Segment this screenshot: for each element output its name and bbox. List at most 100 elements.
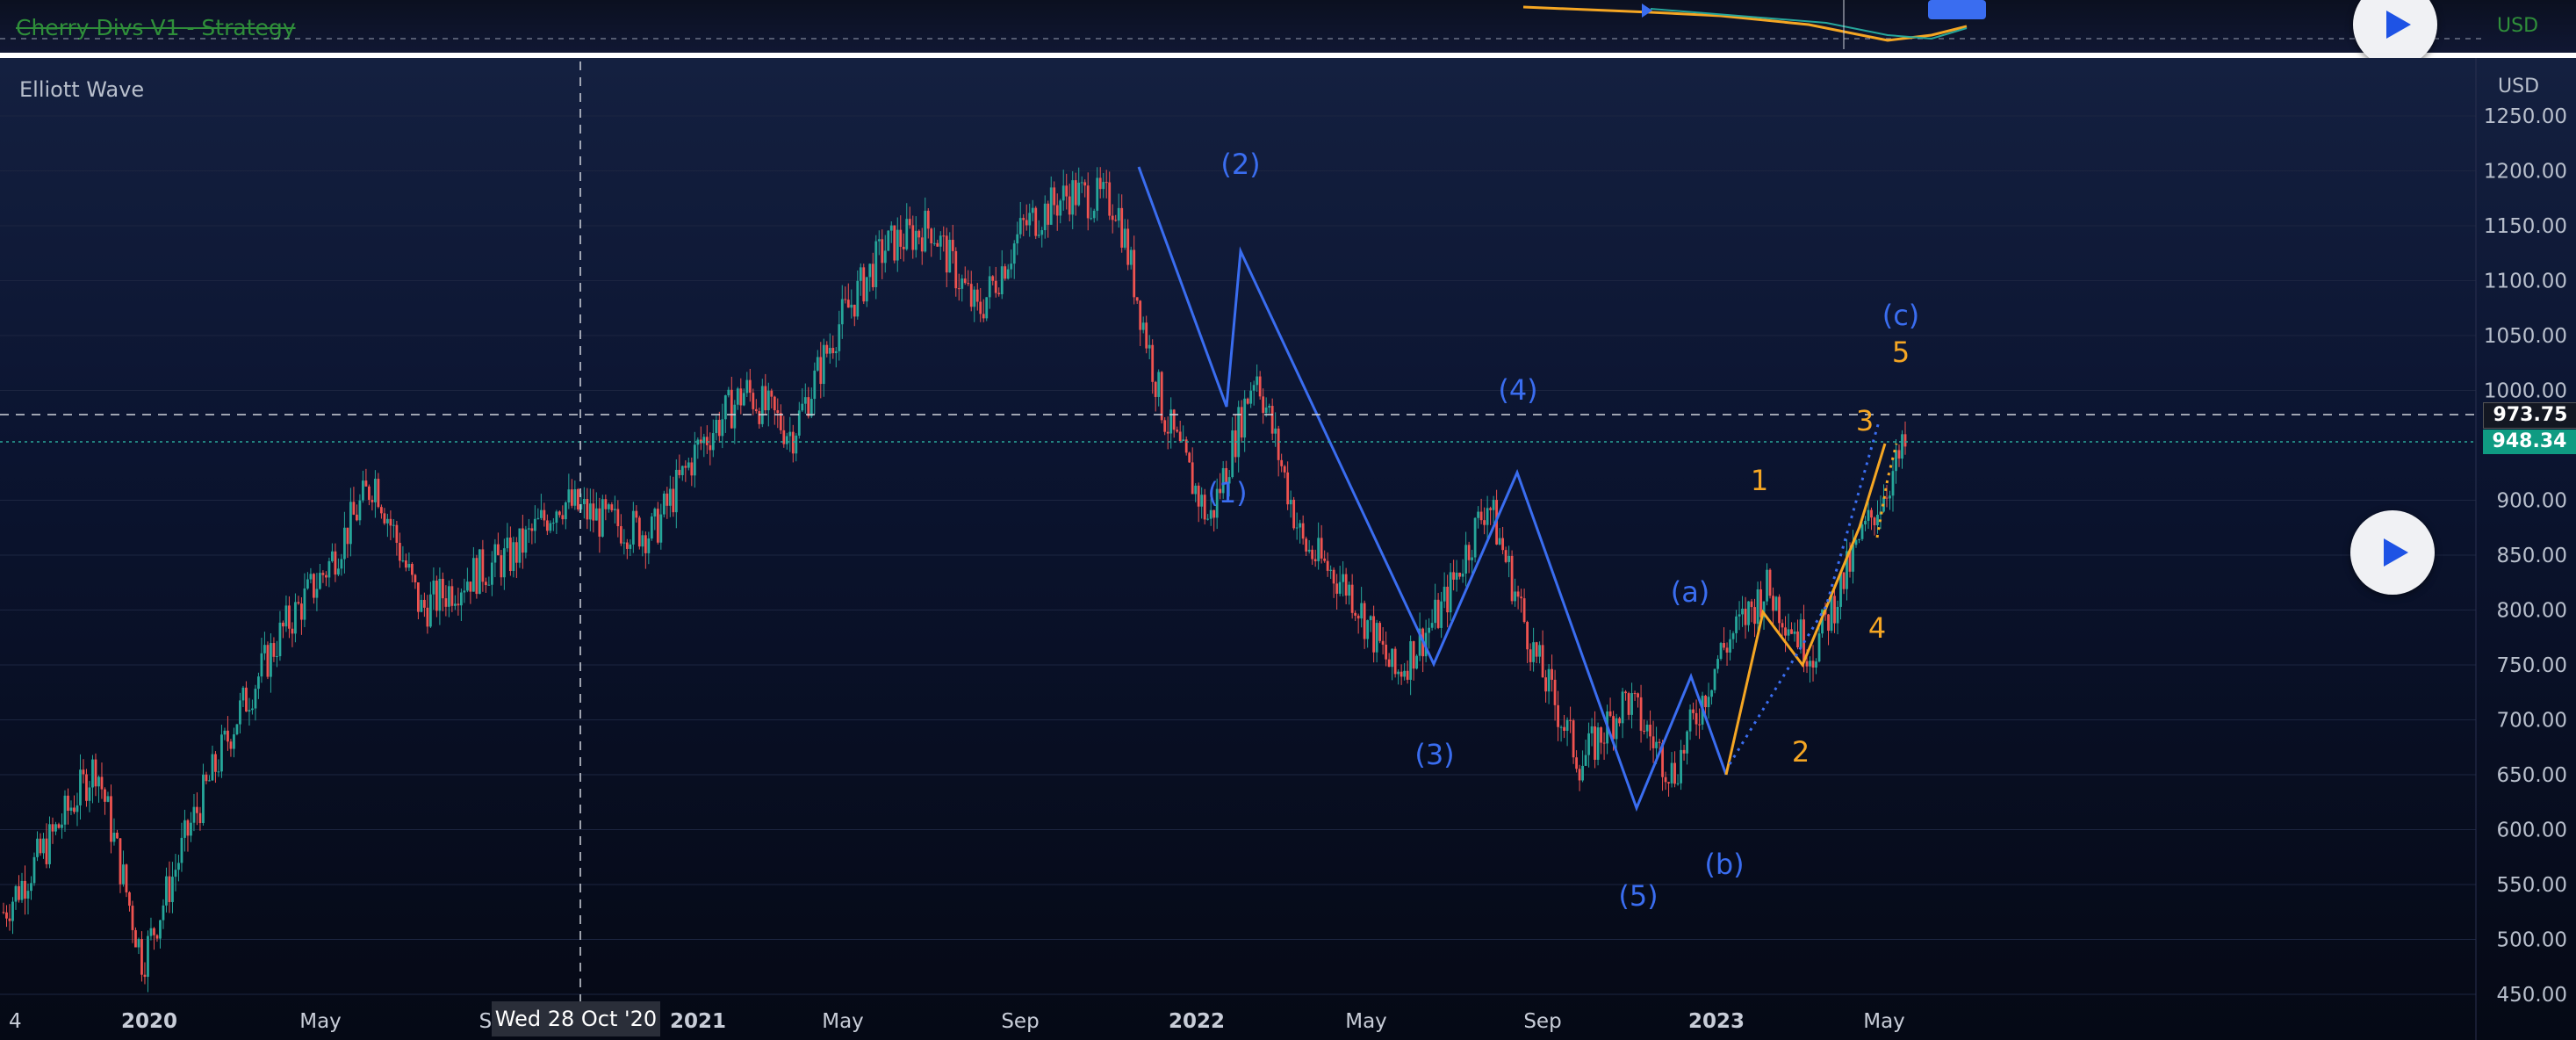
candle-body: [346, 527, 349, 545]
candle-body: [1836, 606, 1839, 624]
price-axis[interactable]: 1250.00 1200.00 1150.00 1100.00 1050.00 1000.…: [2484, 105, 2567, 1007]
candle-body: [619, 526, 622, 544]
primary-wave-line: [1137, 166, 1728, 812]
candle-body: [1688, 709, 1692, 732]
candle-body: [1692, 709, 1695, 713]
price-tick-label: 1050.00: [2484, 325, 2567, 348]
candle-body: [465, 581, 469, 591]
candle-body: [1258, 376, 1262, 397]
candle-body: [1461, 573, 1464, 577]
candle-body: [1117, 207, 1120, 221]
price-tick-label: 900.00: [2497, 490, 2567, 513]
candle-body: [1105, 182, 1108, 184]
candle-body: [1016, 234, 1019, 244]
candle-body: [1529, 649, 1532, 662]
candle-body: [1184, 439, 1188, 453]
candle-body: [1209, 509, 1212, 519]
candle-body: [625, 542, 629, 549]
candle-body: [435, 580, 438, 611]
candle-body: [1381, 640, 1385, 645]
time-axis[interactable]: 42020MaySe2021MaySep2022MaySep2023May: [9, 1010, 1905, 1033]
candle-body: [1332, 569, 1335, 584]
candle-body: [398, 542, 401, 561]
candle-body: [297, 602, 300, 604]
candle-body: [1541, 645, 1544, 678]
candle-body: [1163, 420, 1167, 432]
candle-body: [319, 573, 321, 589]
candle-body: [1262, 396, 1265, 414]
candle-body: [586, 499, 589, 520]
candle-body: [594, 508, 598, 521]
indicator-title[interactable]: Cherry Divs V1 - Strategy: [16, 15, 296, 40]
candle-body: [469, 581, 472, 592]
candle-body: [457, 603, 460, 606]
candle-body: [579, 503, 583, 510]
candle-body: [533, 518, 536, 531]
candle-body: [1452, 572, 1456, 580]
time-tick-label: 2020: [121, 1010, 177, 1033]
candle-body: [994, 280, 997, 293]
candle-body: [1018, 218, 1022, 235]
candle-body: [1157, 372, 1161, 397]
candle-body: [137, 939, 140, 948]
candle-body: [666, 493, 669, 506]
chart-pane[interactable]: [0, 58, 2576, 1040]
time-tick-label: 2021: [670, 1010, 726, 1033]
candle-body: [1651, 736, 1655, 748]
candle-body: [680, 466, 684, 475]
candle-body: [463, 590, 466, 593]
candle-body: [1034, 207, 1038, 236]
candle-body: [125, 864, 128, 892]
candle-body: [1526, 622, 1529, 650]
candle-body: [266, 645, 270, 677]
candle-body: [1307, 549, 1311, 552]
candle-body: [1151, 344, 1155, 382]
candle-body: [1369, 616, 1372, 621]
play-button[interactable]: [2350, 510, 2435, 595]
price-tick-label: 450.00: [2497, 984, 2567, 1007]
candle-body: [1627, 693, 1630, 715]
candle-body: [1477, 511, 1480, 518]
candle-body: [785, 436, 788, 444]
candle-body: [1673, 762, 1676, 784]
candle-body: [862, 267, 866, 302]
candle-body: [1440, 601, 1443, 628]
candle-body: [155, 935, 159, 939]
candle-body: [1268, 406, 1271, 408]
candle-body: [159, 920, 162, 939]
candle-body: [1833, 596, 1836, 624]
candle-body: [1378, 623, 1382, 641]
candle-body: [1280, 459, 1284, 466]
play-button-top[interactable]: [2353, 0, 2437, 67]
candle-body: [1600, 727, 1602, 743]
candle-body: [1479, 511, 1483, 521]
candle-body: [1551, 668, 1553, 680]
candle-body: [1040, 230, 1044, 235]
time-tick-label: May: [299, 1010, 342, 1033]
candle-body: [128, 892, 131, 906]
candle-body: [730, 389, 733, 429]
candle-body: [1133, 249, 1136, 298]
candle-body: [650, 516, 653, 539]
candle-body: [766, 390, 770, 411]
candle-body: [508, 538, 512, 572]
candle-body: [859, 267, 862, 281]
candle-body: [220, 734, 223, 772]
candle-body: [294, 602, 297, 634]
candle-body: [1123, 228, 1126, 248]
candle-body: [1713, 668, 1716, 690]
candle-body: [500, 555, 503, 578]
candle-body: [1768, 569, 1772, 596]
price-tick-label: 1100.00: [2484, 271, 2567, 293]
candle-body: [1817, 633, 1821, 662]
candle-body: [1406, 670, 1409, 680]
pane-title[interactable]: Elliott Wave: [19, 77, 145, 102]
candle-body: [1391, 648, 1394, 668]
candle-body: [1252, 385, 1256, 391]
candle-body: [1148, 344, 1151, 349]
candle-body: [518, 528, 522, 563]
candle-body: [561, 515, 565, 520]
candle-body: [760, 386, 764, 424]
candle-body: [975, 289, 979, 302]
